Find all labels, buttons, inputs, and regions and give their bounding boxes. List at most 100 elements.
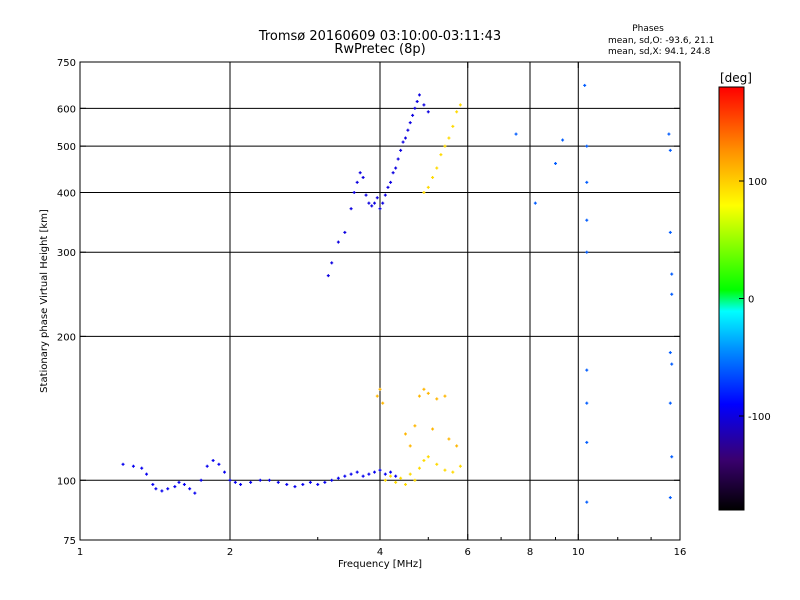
data-point: [389, 474, 393, 478]
y-tick-label: 200: [57, 332, 76, 343]
data-point: [670, 362, 674, 366]
chart-subtitle: RwPretec (8p): [334, 42, 425, 57]
data-point: [435, 397, 439, 401]
data-point: [422, 458, 426, 462]
data-point: [381, 401, 385, 405]
x-tick-label: 1: [77, 547, 83, 558]
data-point: [358, 171, 362, 175]
data-point: [378, 468, 382, 472]
data-point: [154, 487, 158, 491]
data-point: [585, 250, 589, 254]
data-point: [394, 480, 398, 484]
data-point: [211, 458, 215, 462]
data-point: [415, 100, 419, 104]
data-point: [160, 489, 164, 493]
data-point: [458, 464, 462, 468]
data-point: [417, 466, 421, 470]
data-point: [455, 110, 459, 114]
data-point: [383, 193, 387, 197]
data-point: [668, 351, 672, 355]
data-point: [199, 478, 203, 482]
y-tick-label: 100: [57, 476, 76, 487]
data-point: [249, 480, 253, 484]
data-point: [583, 83, 587, 87]
data-point: [394, 474, 398, 478]
data-point: [386, 185, 390, 189]
data-point: [188, 487, 192, 491]
data-point: [326, 274, 330, 278]
data-point: [585, 368, 589, 372]
data-point: [426, 185, 430, 189]
data-point: [447, 437, 451, 441]
data-point: [553, 161, 557, 165]
data-point: [223, 470, 227, 474]
gridlines: [80, 62, 680, 540]
plot-area: 1 2 4 6 8 10 16 75 100 200 300 400 500 600 750: [57, 58, 686, 558]
y-tick-label: 500: [57, 142, 76, 153]
data-point: [355, 180, 359, 184]
data-point: [239, 482, 243, 486]
colorbar-tick-label: 0: [748, 295, 754, 306]
data-point: [406, 128, 410, 132]
data-point: [401, 140, 405, 144]
data-point: [422, 103, 426, 107]
data-point: [431, 175, 435, 179]
data-point: [182, 482, 186, 486]
data-point: [585, 180, 589, 184]
data-point: [373, 470, 377, 474]
data-point: [217, 462, 221, 466]
data-point: [193, 491, 197, 495]
data-point: [668, 496, 672, 500]
data-point: [352, 190, 356, 194]
data-point: [451, 470, 455, 474]
x-tick-label: 4: [377, 547, 383, 558]
data-point: [403, 136, 407, 140]
data-point: [349, 207, 353, 211]
data-point: [316, 482, 320, 486]
data-point: [399, 148, 403, 152]
data-point: [443, 468, 447, 472]
y-tick-label: 300: [57, 248, 76, 259]
data-point: [585, 144, 589, 148]
data-point: [422, 190, 426, 194]
chart-title: Tromsø 20160609 03:10:00-03:11:43: [258, 29, 501, 44]
x-tick-label: 6: [465, 547, 471, 558]
data-point: [364, 193, 368, 197]
colorbar-label: [deg]: [720, 71, 752, 85]
data-point: [417, 394, 421, 398]
data-point: [431, 427, 435, 431]
data-point: [435, 166, 439, 170]
data-point: [439, 153, 443, 157]
data-point: [233, 480, 237, 484]
data-point: [403, 432, 407, 436]
data-point: [301, 482, 305, 486]
data-point: [585, 500, 589, 504]
data-point: [667, 132, 671, 136]
data-point: [422, 387, 426, 391]
data-point: [394, 166, 398, 170]
data-point: [267, 478, 271, 482]
legend-line-o: mean, sd,O: -93.6, 21.1: [608, 36, 714, 46]
data-point: [585, 401, 589, 405]
data-point: [561, 138, 565, 142]
x-tick-label: 2: [227, 547, 233, 558]
data-point: [166, 487, 170, 491]
data-point: [375, 196, 379, 200]
data-point: [258, 478, 262, 482]
data-point: [308, 480, 312, 484]
data-point: [336, 476, 340, 480]
data-points: [121, 83, 674, 504]
data-point: [121, 462, 125, 466]
data-point: [426, 391, 430, 395]
data-point: [293, 485, 297, 489]
data-point: [447, 136, 451, 140]
data-point: [426, 110, 430, 114]
y-tick-label: 400: [57, 188, 76, 199]
data-point: [330, 261, 334, 265]
data-point: [343, 474, 347, 478]
data-point: [205, 464, 209, 468]
data-point: [389, 180, 393, 184]
data-point: [349, 472, 353, 476]
data-point: [413, 106, 417, 110]
data-point: [417, 93, 421, 97]
